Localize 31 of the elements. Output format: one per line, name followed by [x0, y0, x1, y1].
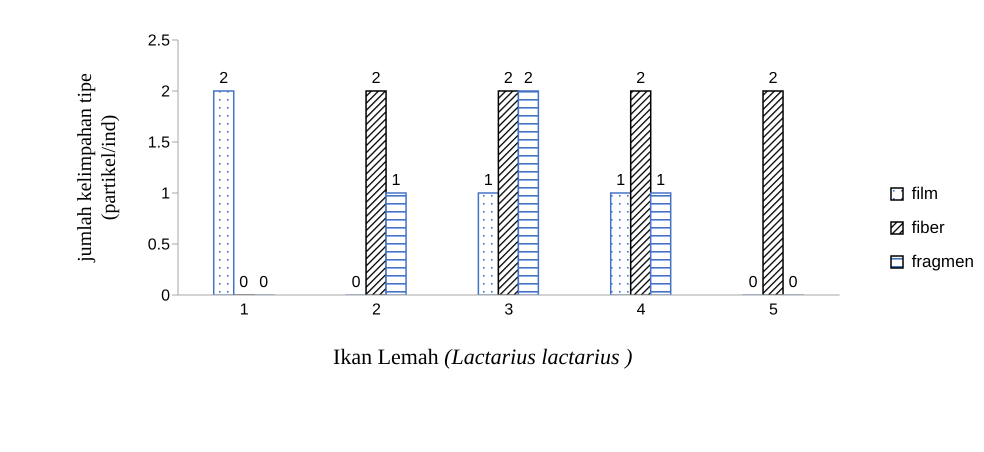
x-axis-title: Ikan Lemah (Lactarius lactarius )	[333, 344, 632, 370]
data-label: 2	[636, 70, 646, 87]
y-tick-label: 0.5	[148, 236, 170, 254]
data-label: 2	[219, 70, 228, 87]
x-tick-label: 5	[769, 301, 778, 318]
data-label: 2	[372, 70, 381, 87]
x-tick-label: 3	[504, 301, 514, 318]
data-label: 1	[616, 172, 626, 189]
data-label: 0	[239, 274, 248, 291]
y-tick-label: 1	[161, 186, 170, 203]
x-tick-label: 4	[636, 301, 646, 318]
data-label: 1	[484, 172, 493, 189]
x-tick-label: 1	[240, 301, 249, 318]
data-label: 1	[656, 172, 666, 189]
data-label: 1	[392, 172, 401, 189]
y-tick-label: 2.5	[148, 32, 170, 50]
data-label: 2	[524, 70, 533, 87]
y-tick-label: 0	[161, 288, 170, 305]
legend-label: fiber	[912, 218, 945, 238]
data-label: 0	[748, 274, 758, 291]
data-label: 2	[504, 70, 513, 87]
data-label: 0	[352, 274, 361, 291]
data-label: 2	[768, 70, 778, 87]
data-label: 0	[259, 274, 268, 291]
legend-label: film	[912, 184, 938, 204]
data-label: 0	[788, 274, 798, 291]
x-tick-label: 2	[372, 301, 382, 318]
legend-label: fragmen	[912, 252, 974, 272]
y-tick-label: 2	[161, 84, 170, 101]
y-tick-label: 1.5	[148, 134, 170, 152]
y-axis-title: jumlah kelimpahan tipe (partikel/ind)	[74, 72, 120, 263]
